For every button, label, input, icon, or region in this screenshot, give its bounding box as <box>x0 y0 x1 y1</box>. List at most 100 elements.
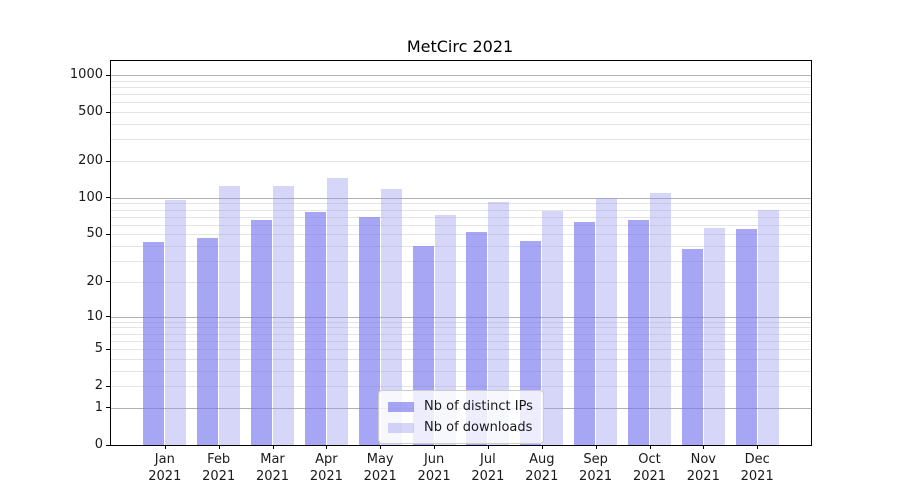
y-tick <box>106 281 110 283</box>
y-tick-label: 20 <box>86 273 103 289</box>
x-tick <box>218 445 220 449</box>
y-tick <box>106 407 110 409</box>
x-tick-label-apr: Apr 2021 <box>309 452 343 484</box>
y-gridline-minor <box>111 203 811 205</box>
bar-downloads-feb <box>219 186 241 445</box>
x-tick-label-jan: Jan 2021 <box>148 452 182 484</box>
bar-downloads-apr <box>326 177 348 445</box>
y-gridline-minor <box>111 333 811 335</box>
legend-row: Nb of distinct IPs <box>388 398 533 415</box>
bar-distinct-ips-may <box>358 216 380 445</box>
y-tick <box>106 385 110 387</box>
x-tick <box>326 445 328 449</box>
chart-title: MetCirc 2021 <box>406 37 514 56</box>
x-tick <box>595 445 597 449</box>
y-gridline-minor <box>111 80 811 82</box>
bar-downloads-aug <box>542 211 564 445</box>
bar-downloads-nov <box>703 227 725 445</box>
x-tick <box>649 445 651 449</box>
y-tick-label: 50 <box>86 226 103 242</box>
y-tick <box>106 316 110 318</box>
x-tick <box>380 445 382 449</box>
bar-distinct-ips-feb <box>197 237 219 445</box>
y-tick <box>106 111 110 113</box>
y-tick-label: 2 <box>94 378 103 394</box>
y-gridline-minor <box>111 224 811 226</box>
y-gridline-minor <box>111 246 811 248</box>
y-gridline-minor <box>111 124 811 125</box>
bar-downloads-dec <box>757 209 779 445</box>
y-gridline-minor <box>111 327 811 329</box>
x-tick-label-jul: Jul 2021 <box>471 452 505 484</box>
x-tick-label-sep: Sep 2021 <box>579 452 613 484</box>
y-gridline-minor <box>111 139 811 141</box>
y-gridline-major <box>111 197 811 199</box>
y-tick-label: 500 <box>78 104 103 120</box>
y-gridline-minor <box>111 370 811 372</box>
y-tick <box>106 444 110 446</box>
y-tick <box>106 233 110 235</box>
legend-label: Nb of downloads <box>424 420 533 435</box>
x-tick-label-aug: Aug 2021 <box>525 452 559 484</box>
x-tick <box>703 445 705 449</box>
legend: Nb of distinct IPs Nb of downloads <box>378 390 544 444</box>
y-gridline-major <box>111 316 811 318</box>
y-gridline-minor <box>111 94 811 96</box>
x-tick-label-may: May 2021 <box>363 452 397 484</box>
bar-downloads-oct <box>650 192 671 445</box>
x-tick <box>164 445 166 449</box>
y-tick <box>106 348 110 350</box>
y-gridline-major <box>111 75 811 76</box>
y-tick-label: 5 <box>94 341 103 356</box>
legend-row: Nb of downloads <box>388 419 533 436</box>
bar-distinct-ips-sep <box>574 222 596 445</box>
y-tick-label: 1000 <box>69 67 103 82</box>
y-tick-label: 0 <box>94 437 103 452</box>
y-gridline-minor <box>111 209 811 211</box>
x-tick-label-jun: Jun 2021 <box>417 452 451 484</box>
bar-distinct-ips-oct <box>628 219 649 445</box>
y-tick <box>106 74 110 76</box>
bar-downloads-jul <box>488 201 510 445</box>
y-gridline-minor <box>111 261 811 263</box>
bar-distinct-ips-nov <box>681 248 703 445</box>
bar-downloads-sep <box>596 197 618 445</box>
plot-area: 0 1 2 5 10 20 50 100 200 500 1000 Jan 2021 Feb 2021 M… <box>70 60 812 484</box>
y-tick <box>106 197 110 199</box>
y-gridline-minor <box>111 86 811 88</box>
y-gridline-minor <box>111 349 811 350</box>
bar-downloads-may <box>380 189 402 445</box>
y-gridline-minor <box>111 340 811 342</box>
y-gridline-minor <box>111 102 811 104</box>
x-tick <box>434 445 436 449</box>
y-gridline-minor <box>111 216 811 218</box>
bar-downloads-mar <box>273 186 294 445</box>
x-tick <box>757 445 759 449</box>
y-tick-label: 10 <box>86 308 103 324</box>
y-gridline-minor <box>111 234 811 236</box>
y-tick <box>106 160 110 162</box>
y-gridline-minor <box>111 358 811 360</box>
x-tick <box>487 445 489 449</box>
y-tick-label: 100 <box>78 189 103 205</box>
y-tick-label: 200 <box>78 153 103 168</box>
y-gridline-minor <box>111 281 811 283</box>
legend-swatch-downloads <box>388 422 414 433</box>
y-gridline-minor <box>111 386 811 388</box>
x-tick <box>272 445 274 449</box>
y-gridline-minor <box>111 161 811 162</box>
y-gridline-minor <box>111 321 811 323</box>
legend-swatch-distinct-ips <box>388 401 414 412</box>
bar-downloads-jun <box>434 214 456 445</box>
y-tick-label: 1 <box>94 399 103 415</box>
x-tick-label-feb: Feb 2021 <box>202 452 236 484</box>
bar-distinct-ips-dec <box>735 228 757 445</box>
x-tick-label-dec: Dec 2021 <box>740 452 774 484</box>
legend-label: Nb of distinct IPs <box>424 399 533 414</box>
x-tick-label-nov: Nov 2021 <box>686 452 720 484</box>
x-tick-label-oct: Oct 2021 <box>632 452 667 484</box>
bar-distinct-ips-mar <box>251 219 272 445</box>
y-gridline-minor <box>111 112 811 114</box>
bar-distinct-ips-apr <box>304 211 326 445</box>
